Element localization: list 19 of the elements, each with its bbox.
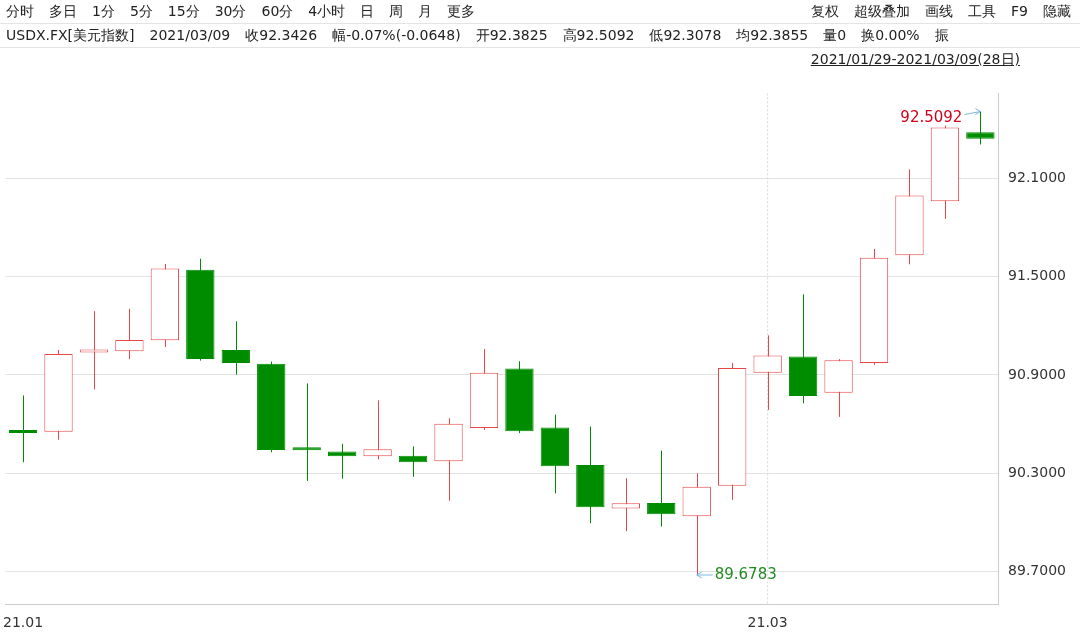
text: 分时 多日 1分 5分 15分 30分 60分 4小时 日 周 月 更多: [6, 2, 476, 19]
chart-subtitle: 2021/01/29-2021/03/09(28日): [810, 51, 1020, 69]
chart-title: USDX.FX[美元指数]: [6, 26, 135, 45]
x-tick-label: 21.01: [2, 614, 44, 631]
y-tick-label: 91.5000: [1008, 267, 1067, 284]
text: 复权 超级叠加 画线 工具 F9 隐藏: [811, 2, 1071, 21]
y-tick-label: 92.1000: [1008, 169, 1067, 186]
y-tick-label: 90.9000: [1008, 365, 1067, 382]
y-tick-label: 89.7000: [1008, 562, 1067, 579]
candlestick: [611, 477, 640, 532]
candlestick: [292, 382, 321, 482]
annotation: 92.5092: [900, 108, 963, 127]
text: 2021/03/09 收92.3426 幅-0.07%(-0.0648) 开92.3825 高92.5092 低92.3078 均92.3855 量0 换0.00% 振: [149, 26, 949, 43]
y-tick-label: 90.3000: [1008, 463, 1067, 480]
candlestick: [363, 399, 392, 460]
annotation: 89.6783: [714, 564, 777, 583]
candlestick: [8, 394, 38, 463]
candlestick: [79, 310, 109, 390]
x-tick-label: 21.03: [747, 614, 788, 631]
